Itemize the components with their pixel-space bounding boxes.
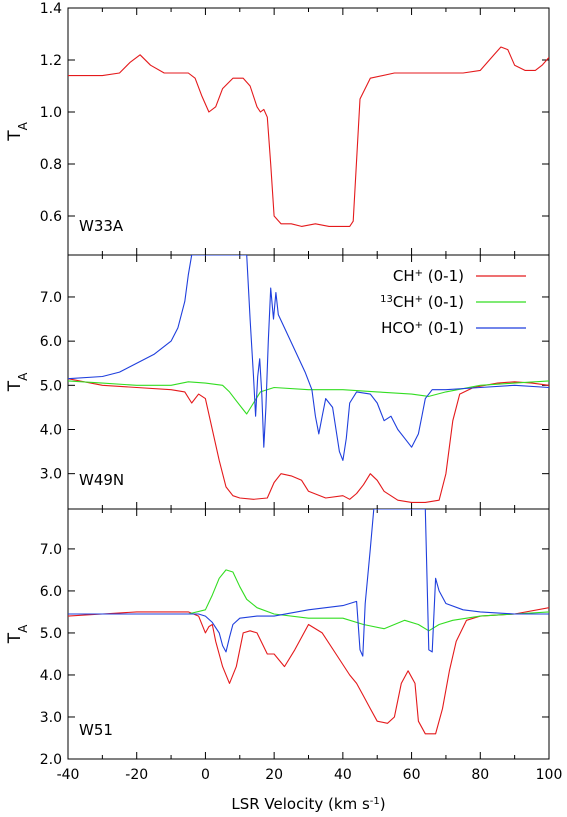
plot-frame <box>67 508 550 760</box>
y-tick-label: 1.4 <box>40 1 62 17</box>
y-tick-label: 5.0 <box>40 378 62 394</box>
y-tick-label: 6.0 <box>40 584 62 600</box>
x-tick-label: 20 <box>265 767 283 783</box>
panel-label: W51 <box>79 721 113 739</box>
x-tick-label: 40 <box>334 767 352 783</box>
plot-frame <box>67 7 550 256</box>
y-tick-label: 2.0 <box>40 752 62 768</box>
y-tick-label: 1.0 <box>40 105 62 121</box>
y-tick-label: 3.0 <box>40 710 62 726</box>
y-axis-label: TA <box>5 121 30 141</box>
y-tick-label: 6.0 <box>40 334 62 350</box>
y-tick-label: 7.0 <box>40 290 62 306</box>
y-tick-label: 0.8 <box>40 157 62 173</box>
x-tick-label: -20 <box>125 767 148 783</box>
series-line-w49n-2 <box>68 255 549 461</box>
series-line-w51-0 <box>68 607 549 735</box>
panel-label: W33A <box>79 217 124 235</box>
y-tick-label: 3.0 <box>40 467 62 483</box>
legend-entry: HCO+ (0-1) <box>381 319 464 337</box>
panel-label: W49N <box>79 471 124 489</box>
y-tick-label: 7.0 <box>40 542 62 558</box>
series-line-w49n-1 <box>68 380 549 415</box>
legend-entry: CH+ (0-1) <box>393 267 464 285</box>
x-tick-label: 0 <box>201 767 210 783</box>
x-tick-label: 60 <box>403 767 421 783</box>
series-line-w33a-0 <box>68 46 549 227</box>
series-line-w51-2 <box>68 509 549 657</box>
x-tick-label: 80 <box>471 767 489 783</box>
series-line-w49n-0 <box>68 378 549 503</box>
x-tick-label: -40 <box>57 767 80 783</box>
y-tick-label: 1.2 <box>40 53 62 69</box>
panel-w49n: 3.0 4.0 5.0 6.0 7.0 TA W49N CH+ (0-1) 13CH+ (0-1… <box>5 254 550 510</box>
panel-w51: 2.0 3.0 4.0 5.0 6.0 7.0 -40 -20 0 20 40 60 80 100 TA W5… <box>5 508 563 813</box>
legend-entry: 13CH+ (0-1) <box>380 293 464 311</box>
x-tick-label: 100 <box>536 767 563 783</box>
x-axis-label: LSR Velocity (km s-1) <box>231 795 385 813</box>
y-tick-label: 4.0 <box>40 668 62 684</box>
series-line-w51-1 <box>68 569 549 632</box>
panel-w33a: 0.6 0.8 1.0 1.2 1.4 TA W33A <box>5 1 550 256</box>
y-axis-label: TA <box>5 624 30 644</box>
legend: CH+ (0-1) 13CH+ (0-1) HCO+ (0-1) <box>380 267 526 337</box>
y-tick-label: 4.0 <box>40 422 62 438</box>
y-tick-label: 0.6 <box>40 209 62 225</box>
y-tick-label: 5.0 <box>40 626 62 642</box>
y-axis-label: TA <box>5 372 30 392</box>
